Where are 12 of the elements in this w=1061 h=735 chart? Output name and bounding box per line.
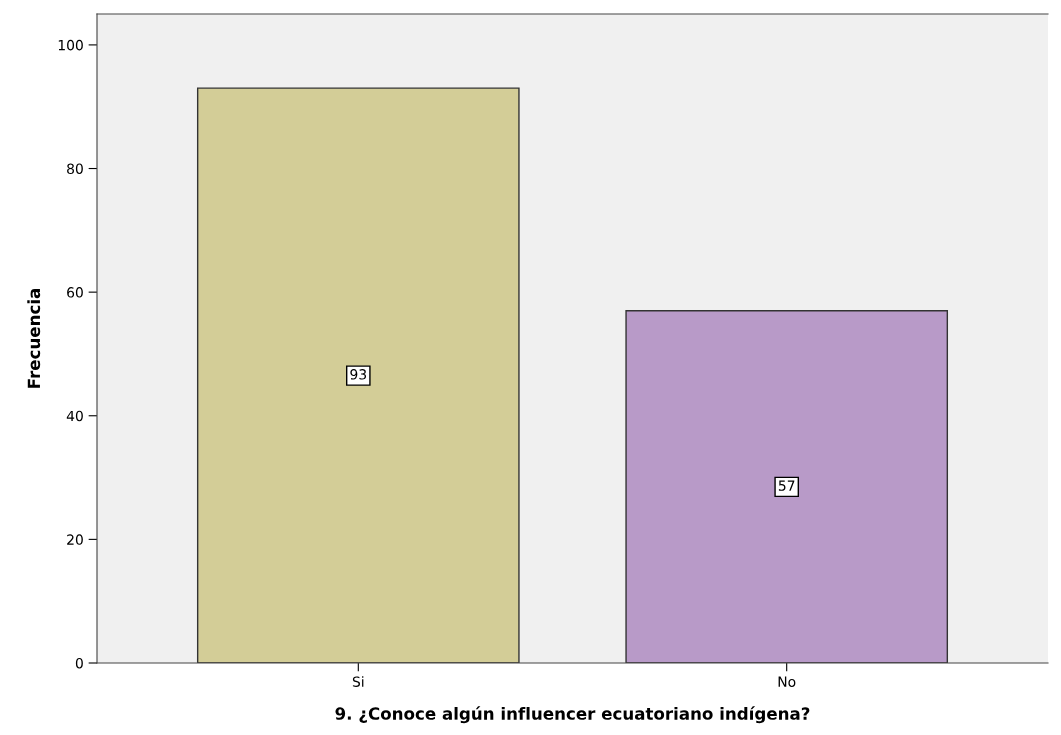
y-tick-label: 40 [66, 410, 83, 422]
y-tick-label: 60 [67, 287, 83, 298]
x-tick-label: No [778, 676, 796, 687]
y-tick-label: 100 [58, 39, 83, 51]
y-axis-title: Frecuencia [27, 289, 41, 388]
y-tick-label: 20 [67, 534, 83, 545]
y-tick-label: 80 [67, 163, 83, 174]
data-label: 93 [350, 369, 367, 380]
y-tick-label: 0 [75, 657, 83, 669]
x-tick-label: Si [352, 676, 364, 687]
data-label: 57 [778, 480, 795, 491]
x-axis-title: 9. ¿Conoce algún influencer ecuatoriano indígena? [335, 706, 810, 724]
